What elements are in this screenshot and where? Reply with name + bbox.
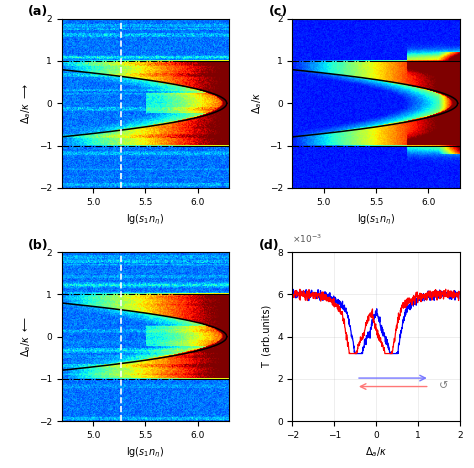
Text: $\times 10^{-3}$: $\times 10^{-3}$	[292, 233, 322, 245]
Text: (c): (c)	[269, 5, 288, 18]
X-axis label: $\lg(s_1 n_\eta)$: $\lg(s_1 n_\eta)$	[357, 212, 395, 227]
X-axis label: $\lg(s_1 n_\eta)$: $\lg(s_1 n_\eta)$	[126, 446, 164, 460]
Y-axis label: $\Delta_a/\kappa\ \longrightarrow$: $\Delta_a/\kappa\ \longrightarrow$	[19, 83, 33, 124]
Text: (b): (b)	[28, 239, 49, 252]
Text: $\circlearrowleft$: $\circlearrowleft$	[436, 380, 448, 390]
Y-axis label: $\Delta_a/\kappa$: $\Delta_a/\kappa$	[250, 92, 264, 114]
Y-axis label: $\Delta_a/\kappa\ \longleftarrow$: $\Delta_a/\kappa\ \longleftarrow$	[19, 316, 33, 357]
X-axis label: $\lg(s_1 n_\eta)$: $\lg(s_1 n_\eta)$	[126, 212, 164, 227]
Y-axis label: T  (arb.units): T (arb.units)	[262, 305, 272, 368]
Text: (a): (a)	[28, 5, 48, 18]
X-axis label: $\Delta_a/\kappa$: $\Delta_a/\kappa$	[365, 446, 387, 459]
Text: (d): (d)	[259, 239, 280, 252]
